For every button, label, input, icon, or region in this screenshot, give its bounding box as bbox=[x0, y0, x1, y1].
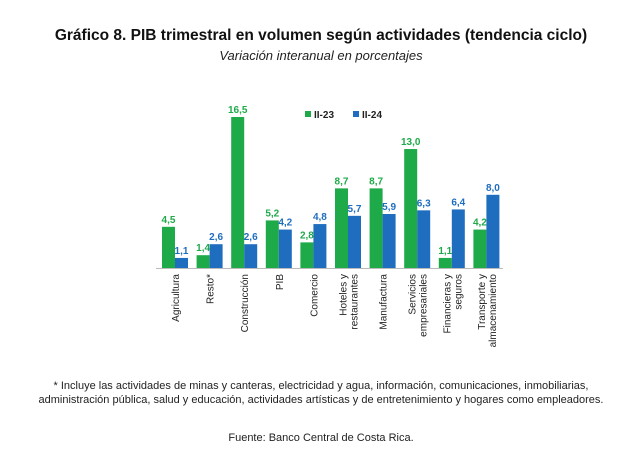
category-label: Construcción bbox=[240, 274, 251, 332]
category-label: restaurantes bbox=[350, 274, 361, 330]
category-label: PIB bbox=[275, 274, 286, 290]
bar-ii-23 bbox=[438, 257, 452, 268]
data-label: 5,9 bbox=[382, 202, 396, 213]
data-label: 4,2 bbox=[278, 218, 292, 229]
category-label: Hoteles y bbox=[339, 274, 350, 316]
data-label: 6,4 bbox=[451, 197, 465, 208]
data-label: 5,2 bbox=[265, 208, 279, 219]
bar-ii-24 bbox=[486, 194, 500, 268]
category-label: seguros bbox=[453, 274, 464, 310]
bar-ii-23 bbox=[231, 117, 245, 268]
bar-ii-24 bbox=[451, 209, 465, 268]
data-label: 4,8 bbox=[313, 212, 327, 223]
category-label: Transporte y bbox=[477, 274, 488, 330]
data-label: 1,1 bbox=[438, 246, 452, 257]
category-label: Resto* bbox=[206, 274, 217, 304]
legend-label: II-24 bbox=[362, 110, 382, 121]
data-label: 16,5 bbox=[228, 105, 248, 116]
bar-ii-23 bbox=[369, 188, 383, 268]
bar-ii-23 bbox=[404, 149, 418, 268]
legend-swatch bbox=[353, 111, 359, 117]
data-label: 6,3 bbox=[417, 198, 431, 209]
category-label: Agricultura bbox=[171, 274, 182, 322]
bar-ii-23 bbox=[300, 242, 314, 268]
category-label: empresariales bbox=[419, 274, 430, 337]
category-label: Manufactura bbox=[379, 274, 390, 330]
bar-ii-24 bbox=[382, 214, 396, 268]
chart-title: Gráfico 8. PIB trimestral en volumen seg… bbox=[54, 27, 588, 44]
bar-ii-24 bbox=[175, 257, 188, 268]
data-label: 4,5 bbox=[162, 215, 176, 226]
data-label: 8,0 bbox=[486, 183, 500, 194]
source-note: Fuente: Banco Central de Costa Rica. bbox=[228, 432, 414, 444]
bar-ii-23 bbox=[473, 229, 487, 268]
bar-ii-24 bbox=[313, 224, 327, 268]
bar-ii-23 bbox=[162, 226, 175, 268]
chart-subtitle: Variación interanual en porcentajes bbox=[219, 48, 423, 63]
data-label: 1,4 bbox=[196, 243, 210, 254]
legend-swatch bbox=[305, 111, 311, 117]
bar-ii-23 bbox=[335, 188, 348, 268]
bar-ii-24 bbox=[417, 210, 431, 268]
data-label: 5,7 bbox=[348, 204, 362, 215]
legend-label: II-23 bbox=[314, 110, 334, 121]
bar-ii-24 bbox=[244, 244, 258, 268]
data-label: 8,7 bbox=[369, 176, 383, 187]
footnote: * Incluye las actividades de minas y can… bbox=[38, 380, 604, 406]
data-label: 2,6 bbox=[209, 232, 223, 243]
category-label: Servicios bbox=[408, 274, 419, 315]
data-label: 8,7 bbox=[335, 176, 349, 187]
bar-ii-24 bbox=[348, 215, 361, 268]
bar-ii-24 bbox=[209, 244, 223, 268]
category-label: almacenamiento bbox=[488, 274, 499, 348]
category-label: Comercio bbox=[309, 274, 320, 317]
bar-ii-24 bbox=[278, 229, 292, 268]
data-label: 2,6 bbox=[244, 232, 258, 243]
data-label: 4,2 bbox=[473, 218, 487, 229]
data-label: 1,1 bbox=[175, 246, 189, 257]
data-label: 2,8 bbox=[300, 230, 314, 241]
category-label: Financieras y bbox=[442, 274, 453, 333]
data-label: 13,0 bbox=[401, 137, 421, 148]
bar-ii-23 bbox=[265, 220, 279, 268]
bar-ii-23 bbox=[196, 255, 210, 268]
